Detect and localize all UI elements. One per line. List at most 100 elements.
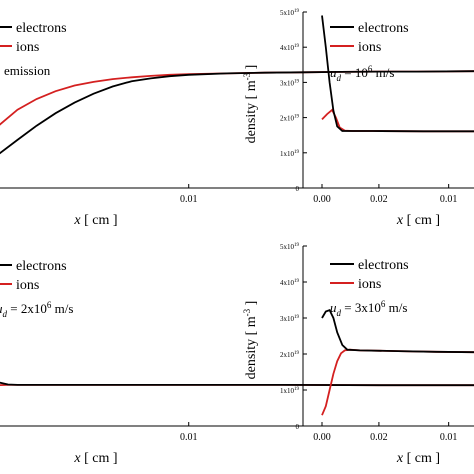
y-tick-label-base: 2x10 [280,115,295,123]
legend-label-ions: ions [358,40,381,55]
legend-bottom-right: electrons ions [330,258,409,292]
annotation-ud-bottom-left-unit: m/s [51,301,73,316]
y-axis-title-exp: -3 [242,308,252,316]
y-tick-label: 0 [296,423,300,431]
legend-label-ions: ions [16,278,39,293]
y-axis-title-exp: -3 [242,72,252,80]
x-tick-label: 0.01 [440,194,458,205]
series-line-electrons [321,308,474,354]
y-axis-title-main: density [ m [244,80,259,143]
x-axis-title-var: x [396,451,404,466]
y-tick-label-exp: 19 [294,315,300,320]
x-tick-label: 0.02 [370,432,388,443]
y-axis-title-close: ] [244,301,259,309]
series-line-ions [321,348,474,416]
annotation-ud-bottom-right-u: u [330,300,337,315]
y-tick-label-exp: 19 [294,44,300,49]
legend-label-ions: ions [358,277,381,292]
y-tick-label-base: 2x10 [280,351,295,359]
y-tick-label-base: 1x10 [280,387,295,395]
annotation-ud-bottom-right: ud = 3x106 m/s [330,299,407,318]
chart-panel-top-right: 0.00 0.0101x10192x10193x10194x10195x1019d… [242,9,474,228]
y-tick-label: 1x1019 [280,150,300,158]
legend-label-electrons: electrons [16,21,67,36]
annotation-ud-bottom-left-u: u [0,301,3,316]
y-tick-label: 4x1019 [280,44,300,52]
y-tick-label: 4x1019 [280,279,300,287]
legend-label-ions: ions [16,40,39,55]
annotation-ud-bottom-right-exp: 6 [381,299,386,309]
x-tick-label: 0.01 [180,432,198,443]
y-tick-label-base: 5x10 [280,9,295,17]
x-axis-title: x [ cm ] [396,213,440,228]
y-tick-label-exp: 19 [294,79,300,84]
annotation-ud-bottom-right-sub: d [337,308,342,318]
series-line-electrons [0,381,474,387]
y-axis-title: density [ m-3 ] [242,65,259,144]
y-tick-label: 0 [296,185,300,193]
annotation-ud-top-right: ud = 106 m/s [330,64,394,83]
y-tick-label-exp: 19 [294,279,300,284]
x-axis-title: x [ cm ] [73,213,117,228]
x-axis-title-unit: [ cm ] [403,213,440,228]
y-axis-title-main: density [ m [244,316,259,379]
y-tick-label-base: 4x10 [280,44,295,52]
y-tick-label: 1x1019 [280,387,300,395]
chart-panel-bottom-right: 0.00 0.0101x10192x10193x10194x10195x1019d… [242,243,474,466]
legend-bottom-left: electrons ions [0,259,67,293]
x-tick-label: 0.00 [313,194,331,205]
y-tick-label-exp: 19 [294,150,300,155]
annotation-ud-top-right-eq: = 10 [341,65,368,80]
annotation-ud-bottom-left-sub: d [3,309,8,319]
y-axis-title: density [ m-3 ] [242,301,259,380]
x-axis-title-unit: [ cm ] [403,451,440,466]
y-tick-label-exp: 19 [294,243,300,248]
x-tick-label: 0.02 [370,194,388,205]
y-tick-label-base: 1x10 [280,150,295,158]
annotation-emission: emission [4,63,51,78]
y-axis-title-close: ] [244,65,259,73]
annotation-ud-top-right-exp: 6 [368,64,373,74]
y-tick-label-exp: 19 [294,115,300,120]
y-tick-label-base: 3x10 [280,79,295,87]
y-tick-label-exp: 19 [294,387,300,392]
y-tick-label: 3x1019 [280,315,300,323]
y-tick-label: 5x1019 [280,243,300,251]
y-tick-label: 5x1019 [280,9,300,17]
y-tick-label-exp: 19 [294,9,300,14]
chart-panel-top-left: 0.01 0.02 x [ cm ] [0,70,474,228]
annotation-ud-bottom-left-eq: = 2x10 [7,301,47,316]
x-tick-label: 0.01 [180,194,198,205]
y-tick-label: 3x1019 [280,79,300,87]
annotation-ud-bottom-right-unit: m/s [385,300,407,315]
annotation-ud-top-right-sub: d [337,73,342,83]
annotation-ud-bottom-left: ud = 2x106 m/s [0,300,73,319]
x-axis-title-var: x [396,213,404,228]
series-line-electrons [0,70,474,155]
series-line-ions [321,108,474,133]
y-tick-label: 2x1019 [280,351,300,359]
chart-panel-bottom-left: 0.01 0.02 x [ cm ] [0,381,474,466]
y-tick-label: 2x1019 [280,115,300,123]
y-tick-label-exp: 19 [294,351,300,356]
annotation-ud-top-right-unit: m/s [372,65,394,80]
y-tick-label-base: 3x10 [280,315,295,323]
annotation-ud-bottom-left-exp: 6 [47,300,52,310]
legend-top-right: electrons ions [330,21,409,55]
legend-top-left: electrons ions [0,21,67,55]
x-tick-label: 0.01 [440,432,458,443]
legend-label-electrons: electrons [16,259,67,274]
y-tick-label-base: 4x10 [280,279,295,287]
x-axis-title-unit: [ cm ] [81,451,118,466]
x-tick-label: 0.00 [313,432,331,443]
x-axis-title-unit: [ cm ] [81,213,118,228]
series-line-electrons [321,15,474,133]
x-axis-title: x [ cm ] [73,451,117,466]
x-axis-title-var: x [73,213,81,228]
annotation-ud-bottom-right-eq: = 3x10 [341,300,381,315]
legend-label-electrons: electrons [358,258,409,273]
x-axis-title: x [ cm ] [396,451,440,466]
annotation-ud-top-right-u: u [330,65,337,80]
x-axis-title-var: x [73,451,81,466]
